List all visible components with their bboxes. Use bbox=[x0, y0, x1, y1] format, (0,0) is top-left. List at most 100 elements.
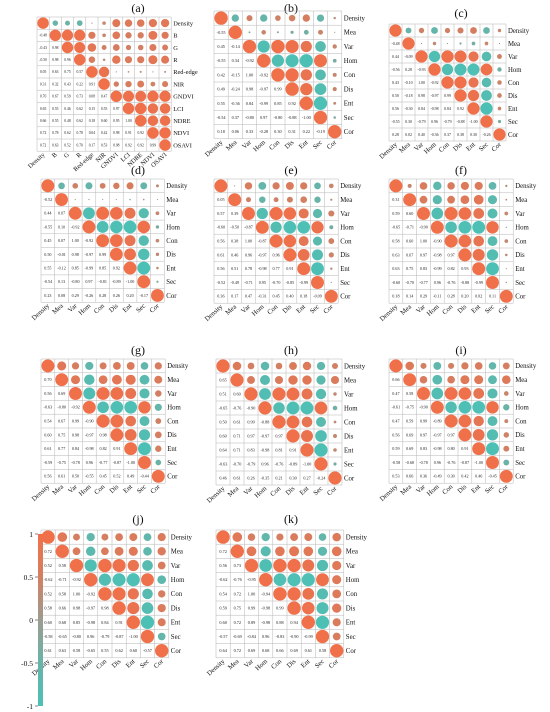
corr-value: 1.00 bbox=[245, 239, 252, 244]
corr-value: -0.90 bbox=[85, 419, 94, 424]
corr-circle bbox=[159, 103, 171, 114]
corr-value: 0.97 bbox=[420, 252, 427, 257]
corr-value: 0.64 bbox=[219, 648, 227, 653]
corr-value: 0.99 bbox=[274, 87, 281, 92]
corr-circle-diagonal bbox=[214, 11, 228, 25]
corr-circle-diagonal bbox=[287, 601, 301, 615]
corr-circle bbox=[102, 21, 106, 25]
corr-circle bbox=[497, 28, 502, 33]
corr-value: 0.97 bbox=[247, 433, 254, 438]
col-label: B bbox=[51, 151, 59, 159]
corr-circle bbox=[112, 558, 126, 573]
corr-value: 0.60 bbox=[130, 648, 137, 653]
row-label: Hom bbox=[340, 225, 354, 232]
col-label: Sec bbox=[478, 141, 490, 153]
col-label: Density bbox=[27, 151, 47, 170]
corr-value: 0.56 bbox=[219, 563, 226, 568]
corr-circle bbox=[149, 43, 157, 52]
corr-value: 0.21 bbox=[275, 475, 282, 480]
corr-circle bbox=[333, 16, 336, 20]
corr-circle bbox=[504, 419, 509, 424]
corr-circle bbox=[159, 115, 171, 126]
corr-circle bbox=[157, 575, 167, 585]
corr-value: 0.69 bbox=[406, 446, 413, 451]
corr-circle-diagonal bbox=[110, 428, 124, 442]
corr-circle bbox=[458, 414, 472, 428]
corr-circle bbox=[445, 401, 457, 414]
row-label: Var bbox=[171, 563, 181, 570]
corr-value: -0.63 bbox=[44, 405, 53, 410]
corr-circle-diagonal bbox=[493, 128, 506, 141]
corr-circle bbox=[138, 429, 151, 441]
corr-circle bbox=[154, 431, 162, 439]
col-label: Ent bbox=[470, 483, 482, 495]
corr-value: -0.11 bbox=[433, 294, 441, 299]
row-label: LCI bbox=[173, 106, 183, 113]
corr-circle bbox=[127, 71, 130, 73]
col-label: Hom bbox=[426, 303, 441, 318]
corr-circle-diagonal bbox=[389, 179, 403, 193]
corr-circle bbox=[154, 375, 163, 384]
corr-circle bbox=[505, 253, 508, 257]
corr-circle bbox=[273, 197, 279, 203]
corr-circle-diagonal bbox=[458, 248, 472, 262]
row-label: Var bbox=[515, 391, 525, 398]
corr-value: -0.94 bbox=[261, 591, 271, 596]
corr-value: -0.75 bbox=[405, 405, 414, 410]
corr-circle-diagonal bbox=[389, 24, 402, 37]
corr-circle-diagonal bbox=[155, 644, 169, 658]
corr-circle bbox=[333, 101, 337, 105]
corr-value: -0.48 bbox=[39, 34, 47, 38]
corr-circle bbox=[497, 93, 502, 98]
corr-circle-diagonal bbox=[134, 114, 147, 127]
corr-circle bbox=[147, 90, 159, 102]
corr-circle-diagonal bbox=[313, 110, 328, 125]
corr-circle bbox=[164, 70, 167, 73]
corr-circle bbox=[276, 31, 279, 34]
col-label: Cor bbox=[326, 485, 339, 498]
corr-value: -0.92 bbox=[259, 72, 268, 77]
corr-circle bbox=[115, 198, 117, 201]
corr-circle bbox=[97, 401, 109, 414]
corr-circle bbox=[432, 41, 437, 46]
corr-value: -0.76 bbox=[275, 461, 284, 466]
corr-circle bbox=[126, 182, 134, 190]
corr-circle bbox=[124, 248, 136, 261]
col-label: Dis bbox=[282, 303, 294, 315]
corr-value: -0.97 bbox=[85, 432, 94, 437]
corr-value: -0.87 bbox=[258, 239, 267, 244]
corr-value: 0.85 bbox=[274, 101, 281, 106]
row-label: Cor bbox=[515, 294, 526, 301]
col-label: Dis bbox=[457, 483, 469, 495]
corr-value: 0.54 bbox=[219, 591, 227, 596]
corr-circle bbox=[473, 208, 485, 219]
row-label: Sec bbox=[167, 460, 177, 467]
corr-circle bbox=[83, 207, 95, 220]
corr-circle bbox=[301, 430, 313, 442]
corr-circle bbox=[288, 375, 298, 385]
corr-circle bbox=[159, 90, 171, 102]
corr-value: 1.00 bbox=[420, 239, 427, 244]
corr-circle bbox=[161, 31, 169, 39]
col-label: Hom bbox=[79, 658, 94, 673]
corr-circle bbox=[87, 43, 97, 52]
row-label: Density bbox=[166, 183, 188, 190]
corr-circle bbox=[112, 587, 126, 601]
corr-value: 0.56 bbox=[217, 239, 224, 244]
row-label: Mea bbox=[508, 41, 520, 48]
corr-circle-diagonal bbox=[123, 261, 137, 275]
corr-circle bbox=[468, 51, 479, 62]
corr-value: 0.61 bbox=[217, 252, 224, 257]
corr-circle bbox=[444, 387, 458, 400]
corr-circle-diagonal bbox=[242, 39, 257, 54]
corr-circle bbox=[300, 182, 308, 190]
corr-circle bbox=[472, 400, 486, 414]
corr-circle bbox=[102, 198, 104, 201]
row-label: Hom bbox=[515, 225, 529, 232]
corr-circle bbox=[99, 182, 106, 189]
corr-value: -1.00 bbox=[302, 115, 311, 120]
corr-circle bbox=[138, 248, 150, 261]
corr-value: 0.96 bbox=[245, 252, 252, 257]
row-label: Var bbox=[508, 54, 518, 61]
